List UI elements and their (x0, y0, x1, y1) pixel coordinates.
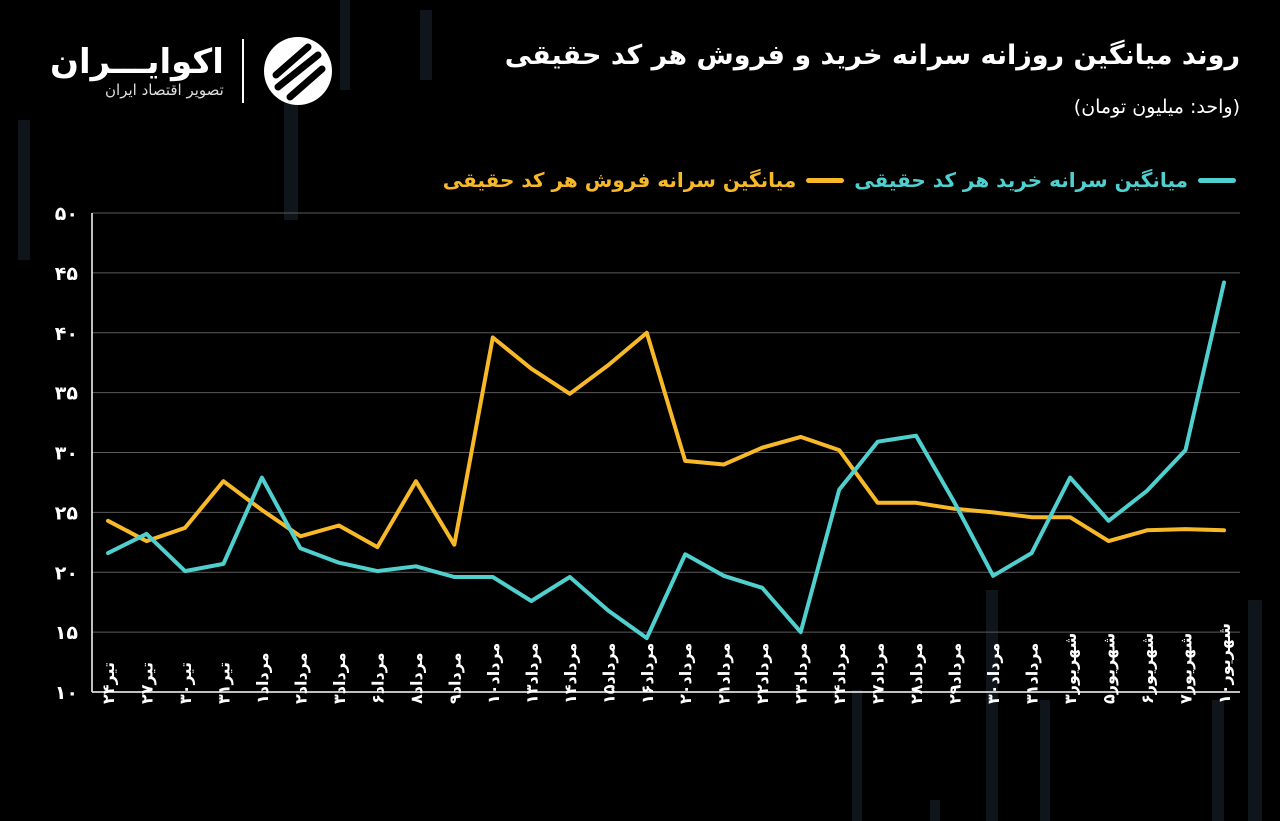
x-tick-label: مرداد۲۸ (907, 643, 926, 704)
logo-name: اکوایـــران (50, 42, 224, 82)
legend: میانگین سرانه خرید هر کد حقیقی میانگین س… (443, 168, 1236, 192)
y-tick-label: ۱۵ (55, 622, 79, 644)
x-tick-label: شهریور۳ (1061, 633, 1080, 704)
x-tick-label: مرداد۱۴ (561, 643, 580, 704)
x-tick-label: تیر۳۰ (176, 662, 195, 704)
x-tick-label: تیر۲۴ (99, 662, 118, 704)
legend-label-buy: میانگین سرانه خرید هر کد حقیقی (854, 168, 1188, 192)
x-tick-label: مرداد۳۱ (1023, 643, 1042, 704)
legend-swatch-sell (806, 177, 845, 183)
x-tick-label: مرداد۹ (445, 652, 464, 704)
logo-separator (241, 39, 244, 103)
x-tick-label: مرداد۲۴ (830, 643, 849, 704)
y-tick-label: ۱۰ (55, 682, 78, 704)
x-tick-label: مرداد۲ (291, 652, 310, 704)
x-tick-label: مرداد۱۵ (599, 643, 618, 704)
logo: اکوایـــران تصویر اقتصاد ایران (50, 35, 334, 107)
x-tick-label: مرداد۳۰ (984, 643, 1003, 704)
y-tick-label: ۵۰ (55, 203, 78, 225)
x-tick-label: مرداد۲۰ (676, 643, 695, 704)
legend-item-sell: میانگین سرانه فروش هر کد حقیقی (442, 168, 845, 192)
y-tick-label: ۴۰ (55, 323, 78, 345)
x-tick-label: مرداد۲۹ (946, 643, 965, 704)
y-tick-label: ۳۵ (55, 383, 79, 405)
x-tick-label: تیر۳۱ (214, 662, 233, 704)
x-tick-label: شهریور۶ (1138, 633, 1157, 704)
x-tick-label: مرداد۱۰ (484, 643, 503, 704)
x-tick-label: مرداد۱۳ (522, 643, 541, 704)
buy-series-line (106, 280, 1226, 641)
sell-series-line (106, 330, 1226, 550)
y-tick-label: ۲۰ (55, 562, 78, 584)
x-tick-label: مرداد۶ (368, 652, 387, 704)
legend-swatch-buy (1198, 177, 1236, 183)
x-tick-label: مرداد۱۶ (638, 643, 657, 704)
y-tick-label: ۲۵ (55, 502, 79, 524)
chart-title: روند میانگین روزانه سرانه خرید و فروش هر… (504, 40, 1240, 71)
x-tick-label: شهریور۷ (1177, 633, 1196, 704)
y-tick-label: ۳۰ (55, 443, 78, 465)
x-tick-label: مرداد۱ (253, 652, 272, 704)
x-tick-label: مرداد۲۳ (792, 643, 811, 704)
x-tick-label: مرداد۲۷ (869, 643, 888, 704)
x-tick-label: مرداد۲۱ (715, 643, 734, 704)
x-tick-label: تیر۲۷ (137, 662, 156, 704)
x-tick-label: شهریور۱۰ (1215, 623, 1234, 704)
chart-unit: (واحد: میلیون تومان) (1073, 96, 1240, 118)
x-tick-label: مرداد۸ (407, 652, 426, 704)
x-tick-label: شهریور۵ (1100, 633, 1119, 704)
legend-label-sell: میانگین سرانه فروش هر کد حقیقی (442, 168, 797, 192)
logo-tagline: تصویر اقتصاد ایران (105, 81, 224, 99)
logo-text: اکوایـــران تصویر اقتصاد ایران (50, 43, 224, 99)
legend-item-buy: میانگین سرانه خرید هر کد حقیقی (854, 168, 1236, 192)
x-tick-label: مرداد۳ (330, 652, 349, 704)
x-tick-label: مرداد۲۲ (753, 643, 772, 704)
logo-mark-icon (263, 37, 332, 105)
y-tick-label: ۴۵ (55, 263, 79, 285)
